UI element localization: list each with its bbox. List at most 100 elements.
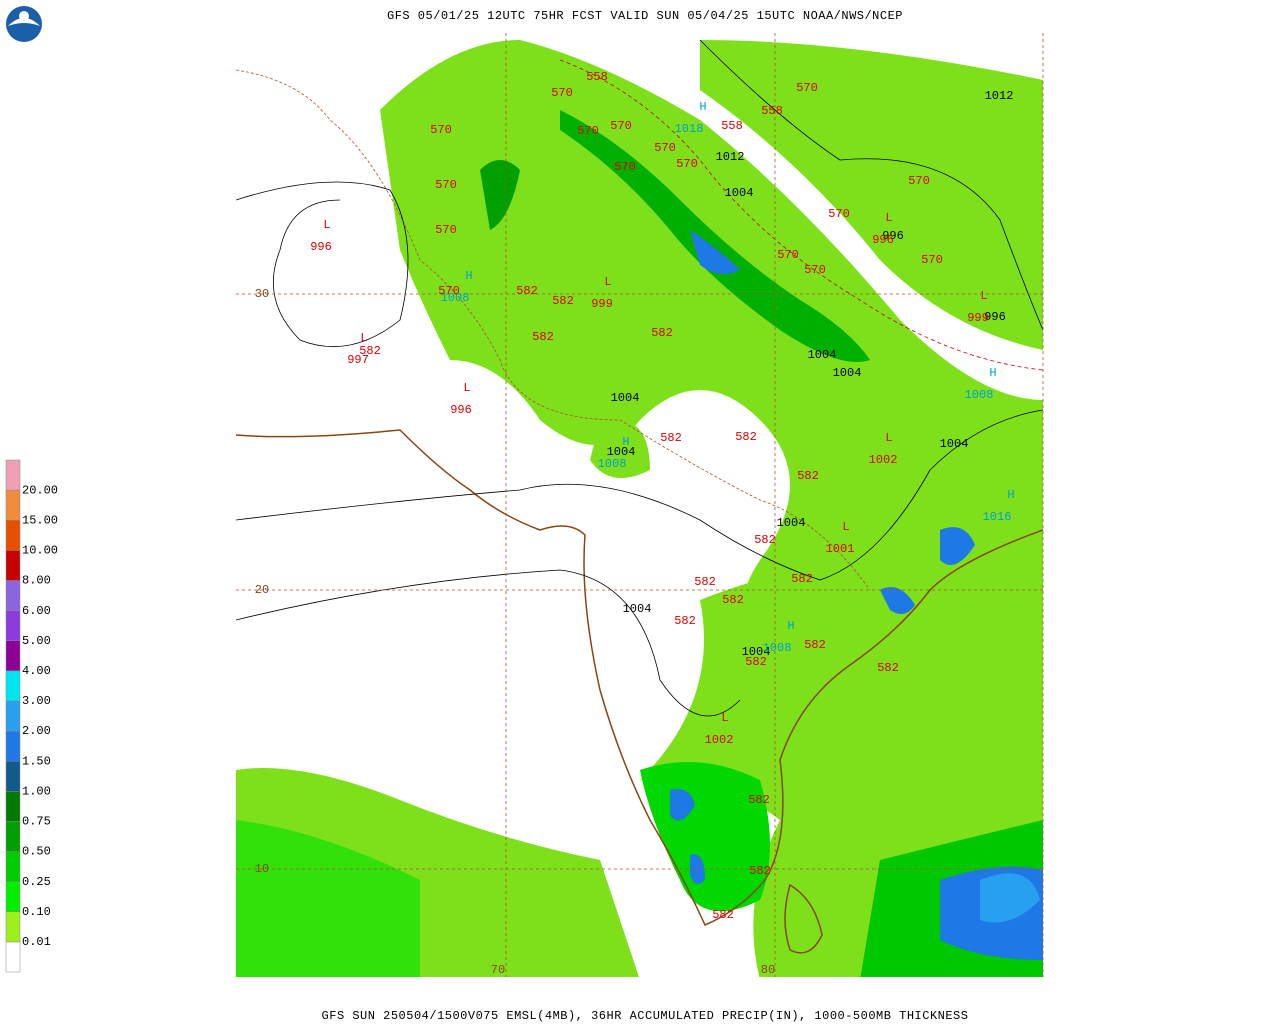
legend-swatch (5, 791, 21, 822)
thickness-label: 582 (552, 294, 574, 308)
lat-label: 30 (255, 287, 269, 301)
isobar-label: 1012 (716, 150, 745, 164)
legend-swatch (5, 760, 21, 792)
thickness-label: 558 (586, 70, 608, 84)
legend-label: 4.00 (22, 664, 51, 678)
lon-label: 70 (491, 963, 505, 977)
caption: GFS SUN 250504/1500V075 EMSL(4MB), 36HR … (322, 1009, 969, 1023)
low-symbol: L (463, 381, 470, 395)
thickness-label: 570 (654, 141, 676, 155)
legend-label: 15.00 (22, 513, 58, 527)
legend-swatch (5, 550, 21, 581)
thickness-label: 570 (828, 207, 850, 221)
thickness-label: 582 (797, 469, 819, 483)
high-value: 1016 (983, 510, 1012, 524)
legend-label: 0.50 (22, 845, 51, 859)
thickness-label: 570 (577, 124, 599, 138)
thickness-label: 570 (804, 263, 826, 277)
high-symbol: H (622, 435, 629, 449)
thickness-label: 570 (610, 119, 632, 133)
thickness-label: 582 (359, 344, 381, 358)
legend-label: 1.50 (22, 754, 51, 768)
thickness-label: 582 (791, 572, 813, 586)
legend-swatch (5, 911, 21, 943)
legend-label: 6.00 (22, 604, 51, 618)
thickness-label: 570 (796, 81, 818, 95)
thickness-label: 582 (877, 661, 899, 675)
isobar-label: 996 (984, 310, 1006, 324)
high-value: 1018 (675, 122, 704, 136)
map (236, 33, 1044, 977)
legend-label: 20.00 (22, 483, 58, 497)
thickness-label: 582 (745, 655, 767, 669)
precip-field (236, 40, 1043, 977)
thickness-label: 570 (551, 86, 573, 100)
high-symbol: H (465, 269, 472, 283)
legend-label: 0.25 (22, 875, 51, 889)
thickness-label: 582 (754, 533, 776, 547)
high-value: 1008 (598, 457, 627, 471)
legend-label: 8.00 (22, 574, 51, 588)
low-value: 1002 (705, 733, 734, 747)
lon-label: 80 (761, 963, 775, 977)
low-symbol: L (885, 211, 892, 225)
legend-swatch (5, 700, 21, 732)
legend-label: 2.00 (22, 724, 51, 738)
high-symbol: H (989, 366, 996, 380)
low-value: 996 (310, 240, 332, 254)
low-symbol: L (323, 218, 330, 232)
high-symbol: H (699, 100, 706, 114)
noaa-logo (6, 6, 42, 42)
low-value: 1002 (869, 453, 898, 467)
thickness-label: 582 (660, 431, 682, 445)
thickness-label: 558 (721, 119, 743, 133)
low-value: 997 (347, 353, 369, 367)
legend-swatch (5, 941, 21, 973)
low-value: 996 (450, 403, 472, 417)
thickness-label: 570 (921, 253, 943, 267)
legend-swatch (5, 851, 21, 882)
isobar-label: 1004 (623, 602, 652, 616)
isobar-label: 1004 (777, 516, 806, 530)
thickness-label: 582 (735, 430, 757, 444)
legend-swatch (5, 640, 21, 672)
legend-label: 0.01 (22, 935, 51, 949)
legend-label: 0.10 (22, 905, 51, 919)
legend-swatch (5, 610, 21, 641)
low-symbol: L (360, 331, 367, 345)
legend-label: 1.00 (22, 784, 51, 798)
thickness-label: 570 (438, 284, 460, 298)
thickness-label: 582 (722, 593, 744, 607)
low-symbol: L (885, 431, 892, 445)
legend-swatch (5, 459, 21, 491)
high-value: 1008 (965, 388, 994, 402)
legend-label: 10.00 (22, 544, 58, 558)
isobar-label: 1004 (940, 437, 969, 451)
isobar-label: 1004 (833, 366, 862, 380)
isobar-label: 1004 (725, 186, 754, 200)
thickness-label: 570 (435, 223, 457, 237)
low-symbol: L (842, 520, 849, 534)
thickness-label: 570 (908, 174, 930, 188)
legend-label: 5.00 (22, 634, 51, 648)
thickness-label: 558 (761, 104, 783, 118)
high-value: 1008 (763, 641, 792, 655)
low-value: 999 (967, 311, 989, 325)
thickness-label: 582 (804, 638, 826, 652)
legend-swatch (5, 489, 21, 521)
thickness-label: 582 (712, 908, 734, 922)
legend-swatch (5, 670, 21, 702)
thickness-label: 582 (749, 864, 771, 878)
isobar-label: 996 (882, 229, 904, 243)
isobar-label: 1004 (607, 445, 636, 459)
thickness-label: 570 (430, 123, 452, 137)
low-value: 1001 (826, 542, 855, 556)
low-value: 996 (872, 233, 894, 247)
lat-lon-grid (236, 33, 1044, 977)
lat-label: 10 (255, 862, 269, 876)
isobar-label: 1004 (808, 348, 837, 362)
thickness-label: 570 (676, 157, 698, 171)
high-symbol: H (787, 619, 794, 633)
title: GFS 05/01/25 12UTC 75HR FCST VALID SUN 0… (387, 9, 903, 23)
